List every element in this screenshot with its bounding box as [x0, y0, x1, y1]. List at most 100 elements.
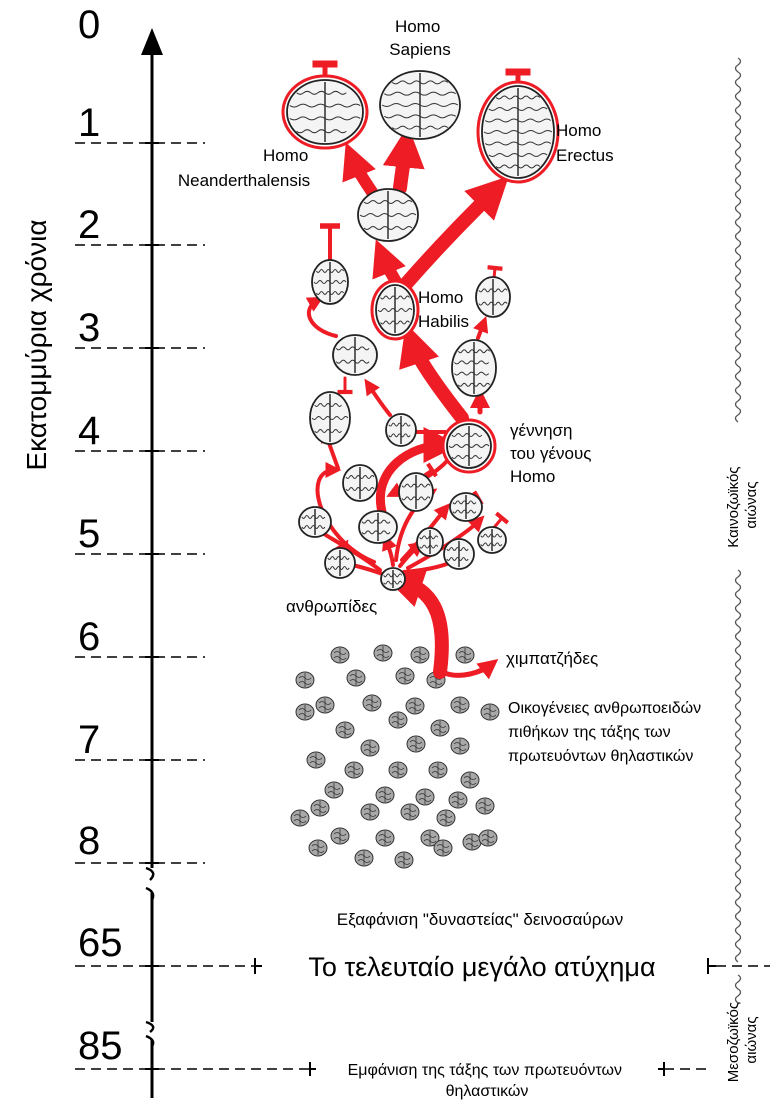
ape-brain-icon: [388, 711, 408, 729]
ape-brain-icon: [415, 788, 435, 806]
brain-icon: [311, 259, 349, 305]
habilis-brain-icon: [370, 279, 420, 341]
brain-icon: [298, 506, 332, 538]
cenozoic-band-upper: [734, 57, 742, 423]
era-band: [734, 57, 742, 1004]
ape-brain-icon: [455, 646, 475, 664]
ape-brain-icon: [460, 771, 480, 789]
ape-brain-icon: [462, 833, 482, 851]
ape-brain-icon: [362, 694, 382, 712]
brain-icon: [398, 472, 434, 512]
ape-brain-icon: [346, 669, 366, 687]
ape-brain-icon: [420, 829, 440, 847]
ape-brain-icon: [310, 799, 330, 817]
label-homo-sapiens: Homo Sapiens: [389, 17, 450, 59]
branch: [305, 296, 338, 338]
branch-to-genus-homo: [375, 427, 460, 517]
ape-brain-icon: [430, 719, 450, 737]
ape-brain-icon: [395, 667, 415, 685]
branch-to-habilis: [399, 323, 469, 425]
branch-to-neanderthal: [342, 142, 378, 198]
branch: [400, 503, 451, 562]
ape-brain-icon: [480, 703, 500, 721]
brain-icon: [451, 339, 497, 397]
ape-family-brains: [290, 644, 500, 869]
ancestor-brain-icon: [357, 188, 419, 242]
axis-title: Εκατομμύρια χρόνια: [21, 219, 52, 470]
brain-icon: [443, 538, 475, 570]
axis-break-icon: [145, 866, 155, 901]
ape-brain-icon: [375, 829, 395, 847]
tick-lines: [75, 142, 310, 1070]
label-ape-families: Οικογένειες ανθρωποειδών πιθήκων της τάξ…: [508, 700, 706, 765]
tick-label: 5: [78, 512, 100, 556]
branch-to-sapiens: [382, 125, 425, 195]
label-homo-genus-birth: γέννηση του γένους Homo: [510, 421, 596, 486]
primates-appearance-marker: [309, 1062, 708, 1076]
tick-label: 65: [78, 921, 123, 965]
ape-brain-icon: [475, 797, 495, 815]
label-chimpanzees: χιμπατζήδες: [506, 649, 598, 668]
ape-brain-icon: [330, 827, 350, 845]
ape-brain-icon: [450, 737, 470, 755]
ape-brain-icon: [394, 851, 414, 869]
hominid-brains: [281, 70, 560, 591]
neanderthal-brain-icon: [281, 74, 369, 150]
tick-label: 1: [78, 101, 100, 145]
ape-brain-icon: [306, 751, 326, 769]
brain-icon: [342, 464, 378, 502]
ape-brain-icon: [410, 646, 430, 664]
ape-brain-icon: [448, 791, 468, 809]
brain-icon: [477, 526, 507, 554]
branch-apes-to-hominids: [381, 567, 449, 679]
tick-label: 6: [78, 615, 100, 659]
label-hominids: ανθρωπίδες: [286, 597, 377, 616]
brain-icon: [475, 276, 511, 318]
ape-brain-icon: [354, 849, 374, 867]
brain-icon: [449, 492, 483, 522]
ape-brain-icon: [436, 809, 456, 827]
branch: [473, 316, 489, 340]
erectus-brain-icon: [476, 80, 560, 184]
mesozoic-era-label: Μεσοζωϊκός αιώνας: [725, 998, 760, 1083]
tick-labels: 0 1 2 3 4 5 6 7 8 65 85: [78, 3, 123, 1068]
ape-brain-icon: [324, 781, 344, 799]
cenozoic-era-label: Καινοζωϊκός αιώνας: [725, 462, 760, 547]
ape-brain-icon: [295, 671, 315, 689]
ape-brain-icon: [388, 761, 408, 779]
tick-label: 8: [78, 819, 100, 863]
brain-icon: [416, 527, 444, 557]
last-great-accident-marker: [254, 958, 770, 974]
ape-brain-icon: [344, 761, 364, 779]
ape-brain-icon: [373, 644, 393, 662]
ape-brain-icon: [406, 735, 426, 753]
branch: [382, 534, 397, 567]
tick-label: 2: [78, 203, 100, 247]
ape-brain-icon: [295, 703, 315, 721]
sapiens-brain-icon: [379, 70, 461, 140]
brain-icon: [380, 567, 406, 591]
dinosaur-extinction-label: Εξαφάνιση "δυναστείας" δεινοσαύρων: [337, 910, 623, 929]
ape-brain-icon: [433, 839, 453, 857]
mesozoic-band: [734, 974, 742, 1004]
brain-icon: [332, 334, 378, 376]
ape-brain-icon: [360, 803, 380, 821]
ape-brain-icon: [400, 803, 420, 821]
ape-brain-icon: [315, 696, 335, 714]
genus-homo-brain-icon: [441, 418, 497, 474]
tick-label: 0: [78, 3, 100, 47]
ape-brain-icon: [450, 696, 470, 714]
cenozoic-band-lower: [734, 569, 742, 963]
tick-label: 3: [78, 306, 100, 350]
ape-brain-icon: [330, 646, 350, 664]
ape-brain-icon: [290, 809, 310, 827]
primates-appearance-label: Εμφάνιση της τάξης των πρωτευόντων θηλασ…: [348, 1062, 627, 1100]
tick-marks: [145, 142, 159, 1070]
brain-icon: [309, 391, 351, 445]
brain-icon: [324, 547, 356, 579]
tick-label: 4: [78, 409, 100, 453]
branch-to-erectus: [398, 176, 509, 292]
label-homo-erectus: Homo Erectus: [556, 121, 614, 165]
ape-brain-icon: [375, 786, 395, 804]
ape-brain-icon: [335, 721, 355, 739]
